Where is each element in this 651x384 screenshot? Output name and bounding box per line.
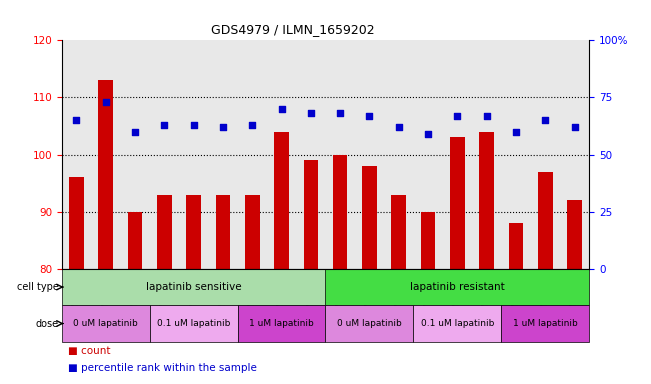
Bar [150,305,238,342]
Bar [538,172,553,269]
Bar [479,132,494,269]
Text: GDS4979 / ILMN_1659202: GDS4979 / ILMN_1659202 [211,23,375,36]
Point [335,110,345,116]
Bar [128,212,143,269]
Text: dose: dose [35,318,59,329]
Text: 0 uM lapatinib: 0 uM lapatinib [337,319,402,328]
Bar [508,223,523,269]
Bar [326,305,413,342]
Bar [391,195,406,269]
Bar [362,166,377,269]
Point [569,124,579,130]
Bar [450,137,465,269]
Text: 0 uM lapatinib: 0 uM lapatinib [74,319,138,328]
Text: 1 uM lapatinib: 1 uM lapatinib [249,319,314,328]
Text: ■ percentile rank within the sample: ■ percentile rank within the sample [68,363,257,373]
Point [159,122,169,128]
Bar [326,269,589,305]
Bar [215,195,230,269]
Bar [157,195,172,269]
Text: 0.1 uM lapatinib: 0.1 uM lapatinib [421,319,494,328]
Bar [98,80,113,269]
Point [276,106,286,112]
Point [247,122,257,128]
Point [510,129,521,135]
Bar [567,200,582,269]
Point [217,124,228,130]
Text: lapatinib sensitive: lapatinib sensitive [146,282,242,292]
Bar [274,132,289,269]
Bar [186,195,201,269]
Bar [62,305,150,342]
Text: cell type: cell type [17,282,59,292]
Point [452,113,462,119]
Bar [421,212,436,269]
Bar [413,305,501,342]
Point [364,113,374,119]
Point [393,124,404,130]
Text: ■ count: ■ count [68,346,111,356]
Bar [501,305,589,342]
Bar [333,155,348,269]
Text: 1 uM lapatinib: 1 uM lapatinib [513,319,577,328]
Bar [245,195,260,269]
Bar [303,160,318,269]
Point [130,129,140,135]
Text: lapatinib resistant: lapatinib resistant [410,282,505,292]
Bar [69,177,84,269]
Bar [238,305,326,342]
Point [540,117,550,123]
Bar [62,269,326,305]
Point [188,122,199,128]
Point [71,117,82,123]
Point [305,110,316,116]
Text: 0.1 uM lapatinib: 0.1 uM lapatinib [157,319,230,328]
Point [481,113,492,119]
Point [100,99,111,105]
Point [423,131,434,137]
